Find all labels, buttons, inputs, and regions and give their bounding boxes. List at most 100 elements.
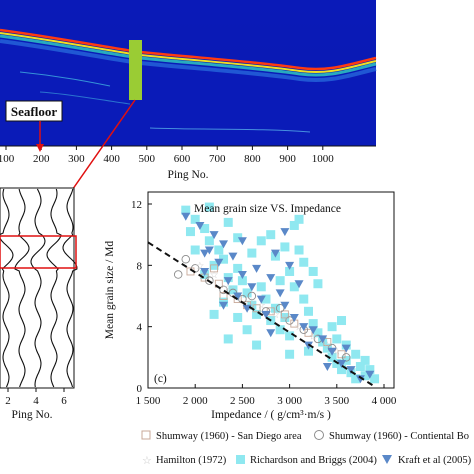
point-shumway-continental [247,291,257,301]
point-richardson-briggs [190,214,200,224]
point-richardson-briggs [204,202,214,212]
point-kraft [214,258,224,267]
chart-title: Mean grain size VS. Impedance [194,203,341,215]
top-x-tick-label: 1000 [312,153,335,165]
point-richardson-briggs [242,288,252,298]
legend-marker-square-filled [236,455,245,464]
point-kraft [204,246,214,255]
point-hamilton: ☆ [257,301,266,312]
selected-ping-highlight [129,40,142,100]
point-richardson-briggs [256,236,266,246]
point-richardson-briggs [365,365,375,375]
point-richardson-briggs [233,312,243,322]
point-richardson-briggs [209,309,219,319]
point-richardson-briggs [223,217,233,227]
seafloor-echo-yellow [0,32,377,74]
point-kraft [252,264,262,273]
point-richardson-briggs [252,340,262,350]
point-richardson-briggs [275,325,285,335]
point-richardson-briggs [252,309,262,319]
point-kraft [294,280,304,289]
point-kraft [285,261,295,270]
point-kraft [219,301,229,310]
waveform-trace [14,188,30,388]
point-hamilton: ☆ [295,322,304,333]
trend-line [147,241,376,388]
point-richardson-briggs [285,331,295,341]
point-richardson-briggs [337,365,347,375]
point-richardson-briggs [228,285,238,295]
x-tick-label: 4 000 [372,395,397,407]
scatter-x-ticks: 1 500 2 000 2 500 3 000 3 500 4 000 [136,384,397,407]
legend-label-4: Richardson and Briggs (2004) [250,455,377,466]
point-kraft [275,289,285,298]
point-richardson-briggs [285,349,295,359]
point-kraft [261,310,271,319]
point-shumway-san-diego [280,310,289,319]
point-richardson-briggs [237,276,247,286]
point-kraft [209,231,219,240]
point-shumway-san-diego [219,292,228,300]
point-hamilton: ☆ [224,282,233,293]
point-kraft [195,221,205,230]
point-richardson-briggs [313,328,323,338]
left-x-tick-label: 6 [61,395,67,407]
left-x-tick-label: 2 [5,395,11,407]
scatter-x-axis-label: Impedance / ( g/cm³·m/s ) [211,409,331,421]
waveform-trace [0,188,14,388]
point-richardson-briggs [355,362,365,372]
point-kraft [346,366,356,375]
left-x-ticks: 2 4 6 [5,388,67,407]
y-tick-label: 12 [131,199,142,211]
scatter-y-ticks: 0 4 8 12 [131,199,152,395]
point-richardson-briggs [233,233,243,243]
point-richardson-briggs [299,257,309,267]
point-kraft [256,295,266,304]
seafloor-echo-blue [0,39,377,83]
panel-label: (c) [154,373,167,385]
point-richardson-briggs [341,355,351,365]
scatter-panel: ☆☆☆☆☆☆☆☆☆☆☆☆ Mean grain size VS. Impedan… [104,191,397,421]
point-shumway-san-diego [304,328,313,337]
waveform-frame [0,187,75,389]
point-kraft [355,375,365,384]
point-richardson-briggs [351,374,361,384]
top-x-tick-label: 300 [68,153,85,165]
y-tick-label: 8 [137,260,143,272]
point-richardson-briggs [303,346,313,356]
legend-marker-square-open [141,430,151,440]
point-kraft [308,326,318,335]
sonar-panel: Seafloor 100 200 300 400 500 600 700 800 900 1000… [0,0,377,181]
point-richardson-briggs [223,334,233,344]
point-richardson-briggs [219,254,229,264]
point-kraft [228,252,238,261]
point-shumway-continental [219,285,228,295]
point-richardson-briggs [327,352,337,362]
legend: Shumway (1960) - San Diego area Shumway … [141,430,472,467]
sub-reflector-2 [39,91,131,105]
top-x-tick-label: 800 [244,153,261,165]
point-richardson-briggs [351,349,361,359]
point-kraft [237,237,247,246]
waveform-seafloor-box [0,235,77,269]
legend-label-3: Hamilton (1972) [156,455,227,466]
top-x-tick-label: 900 [279,153,296,165]
sub-reflector-3 [149,127,311,133]
point-kraft [223,277,233,286]
x-tick-label: 3 000 [277,395,302,407]
top-x-tick-label: 600 [174,153,191,165]
y-tick-label: 4 [137,322,143,334]
point-richardson-briggs [308,319,318,329]
point-kraft [341,344,351,353]
point-richardson-briggs [247,300,257,310]
point-shumway-san-diego [323,338,332,346]
point-richardson-briggs [289,220,299,230]
point-kraft [219,240,229,249]
waveform-panel: 2 4 6 Ping No. [0,187,78,421]
scatter-points: ☆☆☆☆☆☆☆☆☆☆☆☆ [173,202,380,384]
point-richardson-briggs [280,242,290,252]
waveform-trace [46,188,62,388]
seafloor-echo-red [0,28,377,71]
sub-reflector-1 [19,71,111,87]
point-kraft [280,228,290,237]
